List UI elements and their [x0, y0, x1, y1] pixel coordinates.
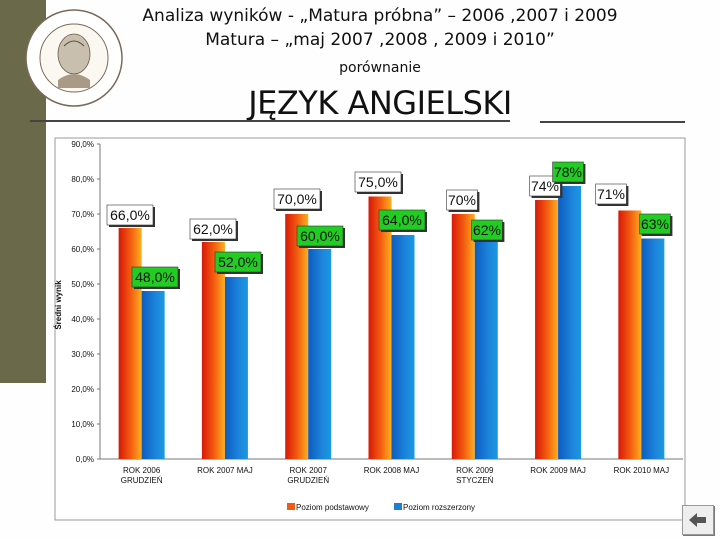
- y-tick-label: 30,0%: [71, 350, 94, 359]
- data-label-box: [106, 204, 154, 226]
- page-title: JĘZYK ANGIELSKI: [248, 84, 512, 122]
- header-line-3: porównanie: [339, 60, 421, 76]
- y-tick-label: 40,0%: [71, 315, 94, 324]
- data-label-box: [378, 209, 426, 231]
- bar-podstawowy: [118, 228, 142, 459]
- x-tick-label: ROK 2009: [456, 466, 494, 475]
- data-label-box: [446, 189, 478, 211]
- bar-rozszerzony: [224, 277, 248, 459]
- y-tick-label: 10,0%: [71, 420, 94, 429]
- x-tick-label: GRUDZIEŃ: [287, 476, 329, 485]
- chart-legend: Poziom podstawowy Poziom rozszerzony: [287, 503, 475, 512]
- data-label-box: [273, 188, 321, 210]
- data-label-rozszerzony: 62%: [473, 222, 501, 238]
- bar-podstawowy: [535, 200, 559, 459]
- y-tick-label: 70,0%: [71, 210, 94, 219]
- x-tick-label: STYCZEŃ: [456, 476, 494, 485]
- data-label-podstawowy: 71%: [597, 186, 625, 202]
- data-label-box: [131, 266, 179, 288]
- return-arrow-icon[interactable]: [682, 505, 714, 535]
- y-tick-label: 50,0%: [71, 280, 94, 289]
- data-label-podstawowy: 70,0%: [277, 191, 317, 207]
- y-axis-label: Średni wynik: [54, 280, 63, 330]
- bar-rozszerzony: [641, 238, 665, 459]
- y-tick-label: 90,0%: [71, 140, 94, 149]
- y-tick-label: 80,0%: [71, 175, 94, 184]
- y-tick-label: 0,0%: [76, 455, 94, 464]
- data-label-rozszerzony: 78%: [554, 164, 582, 180]
- bar-podstawowy: [368, 196, 392, 459]
- bar-rozszerzony: [141, 291, 165, 459]
- data-label-rozszerzony: 63%: [641, 216, 669, 232]
- data-label-box: [354, 171, 402, 193]
- data-label-box: [471, 219, 503, 241]
- data-label-rozszerzony: 52,0%: [218, 254, 258, 270]
- x-tick-label: ROK 2006: [123, 466, 161, 475]
- title-rule-right: [540, 121, 685, 123]
- bar-podstawowy: [451, 214, 475, 459]
- data-label-rozszerzony: 48,0%: [135, 269, 175, 285]
- legend-label-podstawowy: Poziom podstawowy: [296, 503, 369, 512]
- data-label-rozszerzony: 64,0%: [382, 212, 422, 228]
- data-label-podstawowy: 62,0%: [193, 221, 233, 237]
- data-label-podstawowy: 70%: [448, 192, 476, 208]
- bar-podstawowy: [285, 214, 309, 459]
- data-label-podstawowy: 75,0%: [358, 174, 398, 190]
- bar-rozszerzony: [391, 235, 415, 459]
- x-tick-label: ROK 2010 MAJ: [614, 466, 670, 475]
- data-label-rozszerzony: 60,0%: [300, 228, 340, 244]
- header-line-2: Matura – „maj 2007 ,2008 , 2009 i 2010”: [205, 30, 555, 50]
- bar-rozszerzony: [308, 249, 332, 459]
- data-label-podstawowy: 74%: [531, 178, 559, 194]
- data-label-box: [214, 251, 262, 273]
- x-tick-label: ROK 2008 MAJ: [364, 466, 420, 475]
- x-tick-label: ROK 2007: [290, 466, 328, 475]
- y-tick-label: 60,0%: [71, 245, 94, 254]
- data-label-box: [639, 213, 671, 235]
- school-seal-icon: [25, 9, 123, 107]
- data-label-box: [189, 218, 237, 240]
- bar-rozszerzony: [474, 242, 498, 459]
- bar-podstawowy: [201, 242, 225, 459]
- data-label-box: [552, 161, 584, 183]
- data-label-box: [296, 225, 344, 247]
- legend-label-rozszerzony: Poziom rozszerzony: [403, 503, 475, 512]
- y-tick-label: 20,0%: [71, 385, 94, 394]
- data-label-box: [595, 183, 627, 205]
- bar-podstawowy: [618, 210, 642, 459]
- title-rule-left: [30, 120, 510, 122]
- data-label-podstawowy: 66,0%: [110, 207, 150, 223]
- x-tick-label: ROK 2009 MAJ: [530, 466, 586, 475]
- bar-rozszerzony: [558, 186, 582, 459]
- legend-swatch-podstawowy: [287, 503, 295, 510]
- header-line-1: Analiza wyników - „Matura próbna” – 2006…: [142, 6, 618, 26]
- legend-swatch-rozszerzony: [394, 503, 402, 510]
- x-tick-label: GRUDZIEŃ: [121, 476, 163, 485]
- x-tick-label: ROK 2007 MAJ: [197, 466, 253, 475]
